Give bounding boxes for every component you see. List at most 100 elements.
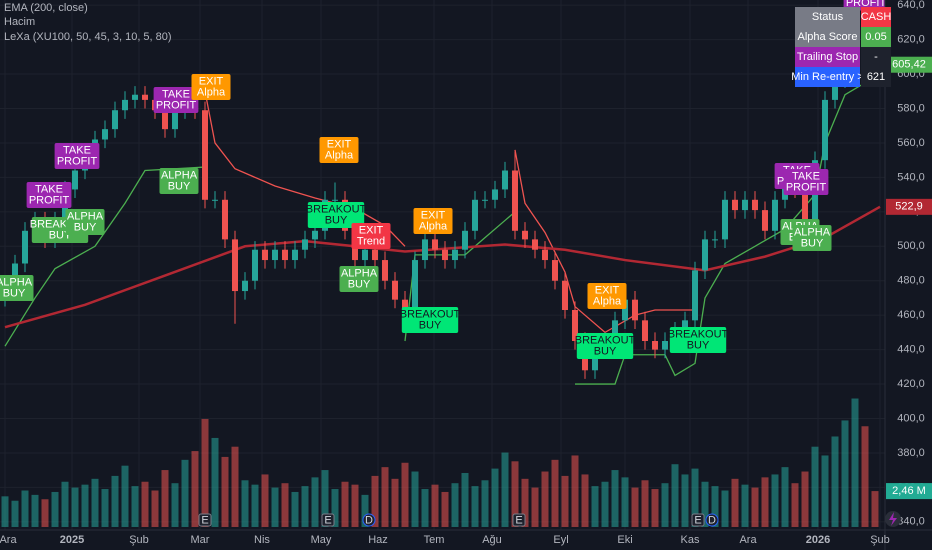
table-value: - [874,51,878,63]
candle-body [542,249,548,261]
volume-bar [491,468,499,527]
event-text: E [324,514,331,526]
candle-body [502,170,508,190]
volume-bar [41,499,49,527]
event-marker: E [321,513,335,527]
volume-bar [241,480,249,527]
signal-text: BUY [3,287,26,299]
x-tick-label: Haz [368,534,388,546]
signal-box [576,333,634,359]
volume-bar [541,471,549,527]
volume-bar [251,484,259,527]
volume-bar [801,471,809,527]
candle-body [632,299,638,321]
signal-text: TAKE [63,144,91,156]
volume-bar [531,487,539,527]
signal-text: BUY [74,221,97,233]
y-tick-label: 420,0 [897,378,925,390]
event-text: E [515,514,522,526]
signal-text: BUY [594,345,617,357]
volume-bar [781,467,789,527]
volume-bar [171,483,179,527]
volume-bar [681,474,689,527]
signal-box [26,182,72,208]
volume-bar [461,472,469,527]
event-marker: E [198,513,212,527]
volume-bar [321,470,329,527]
signal-text: Trend [357,235,385,247]
table-value: 0.05 [865,31,886,43]
candle-body [622,299,628,321]
volume-bar [821,455,829,527]
signal-text: TAKE [792,170,820,182]
y-tick-label: 540,0 [897,171,925,183]
candle-body [702,239,708,271]
signal-text: EXIT [359,224,384,236]
volume-bar [591,486,599,527]
volume-bar [651,489,659,527]
volume-bar [361,494,369,527]
event-badge [321,513,335,527]
replay-icon [885,511,901,527]
candle-body [822,99,828,161]
candle-body [832,79,838,100]
candle-body [652,341,658,350]
volume-bar [721,490,729,527]
y-tick-label: 640,0 [897,0,925,11]
volume-bar [161,470,169,527]
signal-text: EXIT [199,75,224,87]
table-label-cell [795,47,860,67]
event-marker: E [691,513,705,527]
candle-body [442,249,448,261]
signal-box [669,327,727,353]
volume-bar [261,474,269,527]
volume-bar [381,467,389,527]
volume-bar [121,465,129,527]
event-badge [512,513,526,527]
volume-bar [601,481,609,527]
y-tick-label: 460,0 [897,309,925,321]
event-marker: D [362,513,376,527]
signal-text: ALPHA [341,267,378,279]
x-tick-label: Şub [870,534,890,546]
volume-bar [621,477,629,527]
candle-body [122,99,128,111]
y-tick-label: 380,0 [897,447,925,459]
volume-bar [401,462,409,527]
candle-body [662,341,668,350]
x-tick-label: Kas [681,534,700,546]
y-tick-label: 400,0 [897,412,925,424]
candle-body [252,249,258,281]
candle-body [642,320,648,341]
indicator-label: LeXa (XU100, 50, 45, 3, 10, 5, 80) [4,31,172,43]
plot-area: ALPHABUYTAKEPROFITTAKEPROFITBREAKOUTBUYA… [0,0,885,527]
volume-bar [191,451,199,527]
trailing-stop [204,91,406,247]
x-tick-label: Ara [0,534,17,546]
candle-body [522,230,528,240]
x-tick-label: Mar [191,534,210,546]
volume-bar [641,480,649,527]
table-label: Alpha Score [798,31,858,43]
table-value-cell [861,27,891,47]
candle-body [362,249,368,261]
price-tag-label: 605,42 [892,59,926,71]
signal-text: BREAKOUT [575,334,636,346]
signal-box [0,275,34,301]
signal-box [351,223,391,249]
volume-bar [691,468,699,527]
table-label-cell [795,27,860,47]
candle-body [102,129,108,140]
y-tick-label: 500,0 [897,240,925,252]
signal-text: BUY [168,180,191,192]
table-value: CASH [861,11,892,23]
